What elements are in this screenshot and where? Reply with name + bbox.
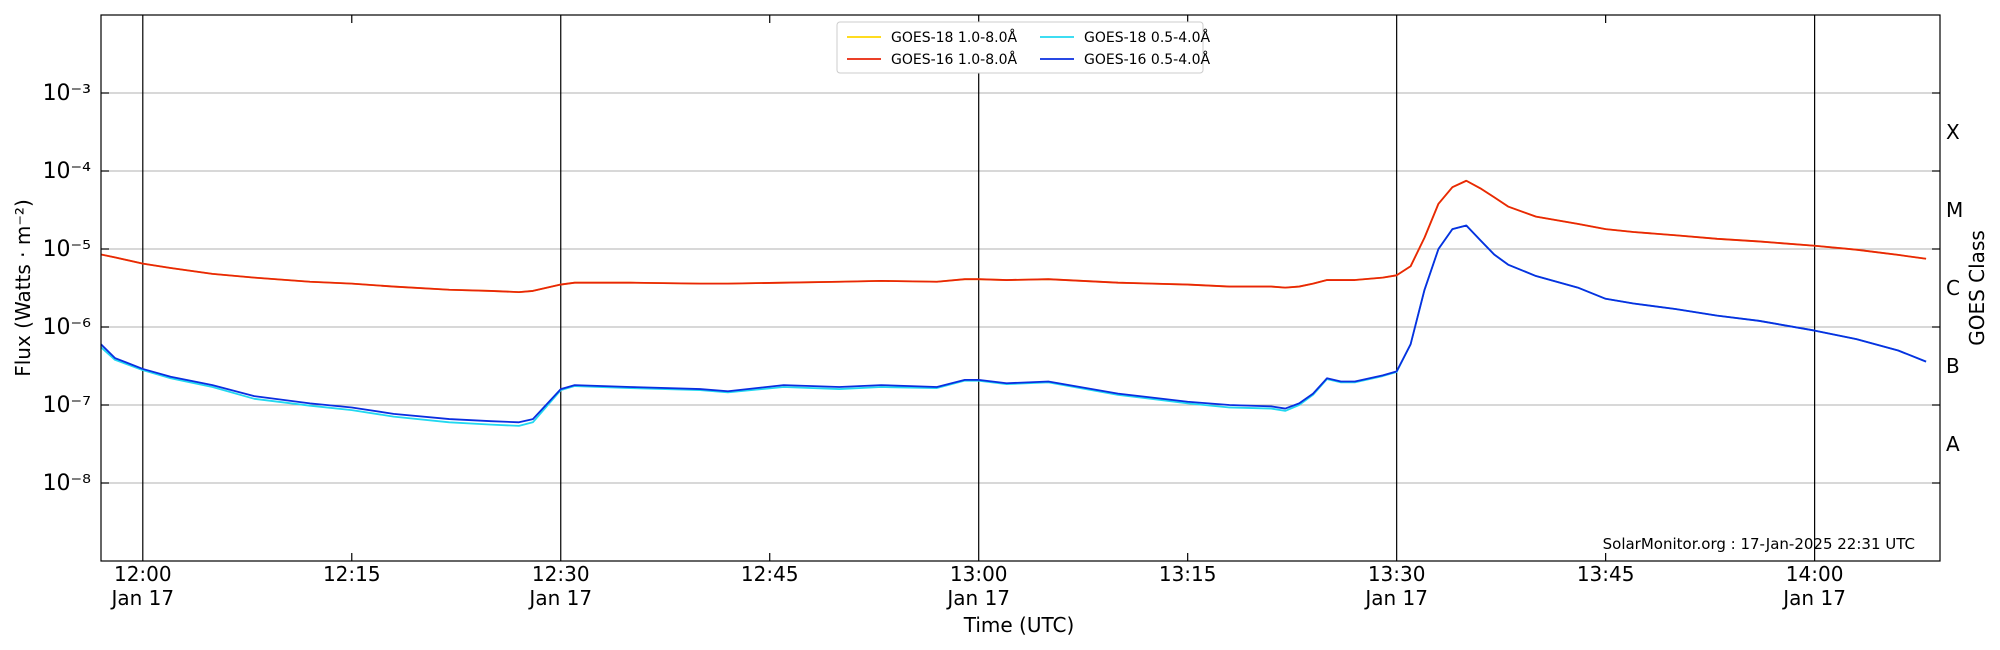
annotation: SolarMonitor.org : 17-Jan-2025 22:31 UTC xyxy=(1603,535,1915,553)
legend-label: GOES-18 1.0-8.0Å xyxy=(891,29,1017,46)
x-tick-label-line: 14:00 xyxy=(1786,562,1844,586)
y-tick-label: 10⁻³ xyxy=(43,81,91,106)
x-tick-label: 13:45 xyxy=(1577,562,1635,586)
legend-label: GOES-16 0.5-4.0Å xyxy=(1084,51,1210,68)
x-tick-label-line: Jan 17 xyxy=(1363,586,1428,610)
y-tick-label: 10⁻⁷ xyxy=(43,393,91,418)
y-axis-label: Flux (Watts · m⁻²) xyxy=(11,199,35,377)
x-tick-label-line: Jan 17 xyxy=(945,586,1010,610)
x-axis-label: Time (UTC) xyxy=(963,613,1075,637)
x-tick-label: 13:30 Jan 17 xyxy=(1363,562,1428,610)
y-tick-label: 10⁻⁴ xyxy=(43,159,92,184)
y-tick-label: 10⁻⁵ xyxy=(43,237,91,262)
x-tick-label-line: 12:00 xyxy=(114,562,172,586)
x-tick-label: 12:00 Jan 17 xyxy=(109,562,174,610)
legend-label: GOES-16 1.0-8.0Å xyxy=(891,51,1017,68)
x-tick-label: 14:00 Jan 17 xyxy=(1781,562,1846,610)
series-line xyxy=(101,179,1927,294)
legend-label: GOES-18 0.5-4.0Å xyxy=(1084,29,1210,46)
y-tick-label: 10⁻⁸ xyxy=(43,471,92,496)
series-line xyxy=(101,224,1927,427)
y2-tick-label: M xyxy=(1946,198,1963,222)
x-tick-label-line: 13:00 xyxy=(950,562,1008,586)
x-tick-label: 12:30 Jan 17 xyxy=(527,562,592,610)
x-tick-label: 12:45 xyxy=(741,562,799,586)
y-tick-label: 10⁻⁶ xyxy=(43,315,92,340)
x-tick-label-line: Jan 17 xyxy=(109,586,174,610)
y2-axis-label: GOES Class xyxy=(1965,230,1989,346)
x-tick-label-line: 13:30 xyxy=(1368,562,1426,586)
plot-frame xyxy=(100,14,1941,562)
x-tick-label-line: Jan 17 xyxy=(1781,586,1846,610)
legend-box xyxy=(836,21,1204,74)
x-tick-label: 13:15 xyxy=(1159,562,1217,586)
y2-tick-label: A xyxy=(1946,432,1960,456)
y2-tick-label: B xyxy=(1946,354,1960,378)
y2-tick-label: C xyxy=(1946,276,1960,300)
series-line xyxy=(101,179,1927,294)
x-tick-label: 12:15 xyxy=(323,562,381,586)
x-tick-label-line: Jan 17 xyxy=(527,586,592,610)
series-line xyxy=(101,224,1927,424)
x-tick-label: 13:00 Jan 17 xyxy=(945,562,1010,610)
x-tick-label-line: 12:30 xyxy=(532,562,590,586)
y2-tick-label: X xyxy=(1946,120,1960,144)
